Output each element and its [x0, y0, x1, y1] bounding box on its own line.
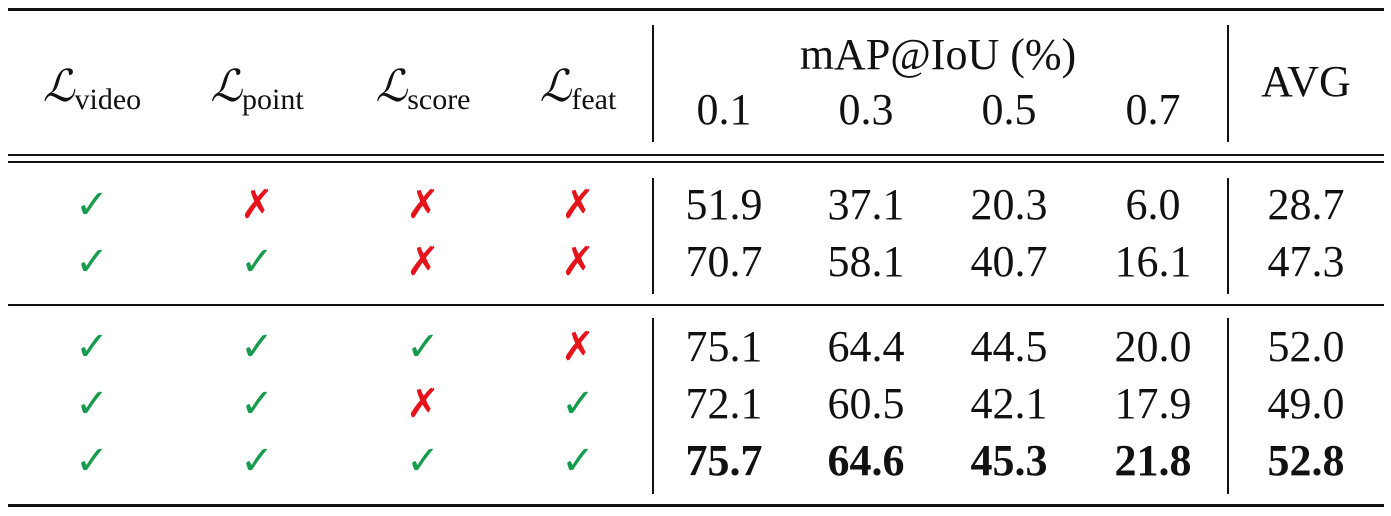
loss-header: ℒfeat: [540, 65, 617, 115]
value-cell: 70.7: [685, 237, 763, 286]
header-rule: [8, 154, 1384, 156]
value-cell: 37.1: [827, 180, 905, 229]
value-cell: 52.8: [1267, 436, 1345, 485]
value-cell: 20.0: [1114, 322, 1192, 371]
threshold-header: 0.3: [838, 85, 894, 134]
loss-header: ℒpoint: [210, 65, 303, 115]
column-separator: [1227, 25, 1229, 142]
value-cell: 21.8: [1114, 436, 1192, 485]
check-mark: ✓: [561, 438, 595, 484]
loss-subscript: video: [74, 83, 142, 116]
header-rule: [8, 161, 1384, 163]
value-cell: 16.1: [1114, 237, 1192, 286]
value-cell: 17.9: [1114, 379, 1192, 428]
loss-symbol: ℒ: [539, 62, 572, 111]
value-cell: 64.6: [827, 436, 905, 485]
check-mark: ✓: [75, 438, 109, 484]
loss-symbol: ℒ: [210, 62, 243, 111]
loss-header: ℒscore: [376, 65, 471, 115]
value-cell: 20.3: [970, 180, 1048, 229]
check-mark: ✓: [240, 239, 274, 285]
check-mark: ✗: [561, 324, 595, 370]
top-rule: [8, 8, 1384, 11]
avg-header: AVG: [1261, 57, 1351, 106]
loss-symbol: ℒ: [375, 62, 408, 111]
check-mark: ✗: [406, 381, 440, 427]
value-cell: 49.0: [1267, 379, 1345, 428]
loss-symbol: ℒ: [42, 62, 75, 111]
value-cell: 51.9: [685, 180, 763, 229]
column-separator: [652, 178, 654, 294]
value-cell: 52.0: [1267, 322, 1345, 371]
check-mark: ✓: [75, 182, 109, 228]
value-cell: 58.1: [827, 237, 905, 286]
check-mark: ✓: [75, 381, 109, 427]
threshold-header: 0.7: [1125, 85, 1181, 134]
check-mark: ✓: [240, 438, 274, 484]
column-separator: [1227, 178, 1229, 294]
threshold-header: 0.5: [981, 85, 1037, 134]
column-separator: [652, 25, 654, 142]
loss-subscript: point: [242, 83, 304, 116]
check-mark: ✗: [406, 239, 440, 285]
value-cell: 45.3: [970, 436, 1048, 485]
loss-subscript: feat: [571, 83, 617, 116]
column-separator: [652, 318, 654, 494]
check-mark: ✓: [561, 381, 595, 427]
value-cell: 40.7: [970, 237, 1048, 286]
value-cell: 75.1: [685, 322, 763, 371]
check-mark: ✓: [406, 324, 440, 370]
threshold-header: 0.1: [696, 85, 752, 134]
check-mark: ✗: [240, 182, 274, 228]
value-cell: 75.7: [685, 436, 763, 485]
bottom-rule: [8, 504, 1384, 507]
value-cell: 42.1: [970, 379, 1048, 428]
check-mark: ✓: [75, 239, 109, 285]
group-rule: [8, 304, 1384, 306]
check-mark: ✓: [240, 381, 274, 427]
loss-subscript: score: [407, 83, 471, 116]
metric-group-header: mAP@IoU (%): [799, 30, 1077, 79]
value-cell: 28.7: [1267, 180, 1345, 229]
value-cell: 72.1: [685, 379, 763, 428]
loss-header: ℒvideo: [43, 65, 141, 115]
check-mark: ✗: [561, 182, 595, 228]
value-cell: 60.5: [827, 379, 905, 428]
check-mark: ✗: [561, 239, 595, 285]
value-cell: 6.0: [1125, 180, 1181, 229]
column-separator: [1227, 318, 1229, 494]
check-mark: ✓: [406, 438, 440, 484]
value-cell: 64.4: [827, 322, 905, 371]
value-cell: 44.5: [970, 322, 1048, 371]
check-mark: ✗: [406, 182, 440, 228]
check-mark: ✓: [240, 324, 274, 370]
check-mark: ✓: [75, 324, 109, 370]
value-cell: 47.3: [1267, 237, 1345, 286]
